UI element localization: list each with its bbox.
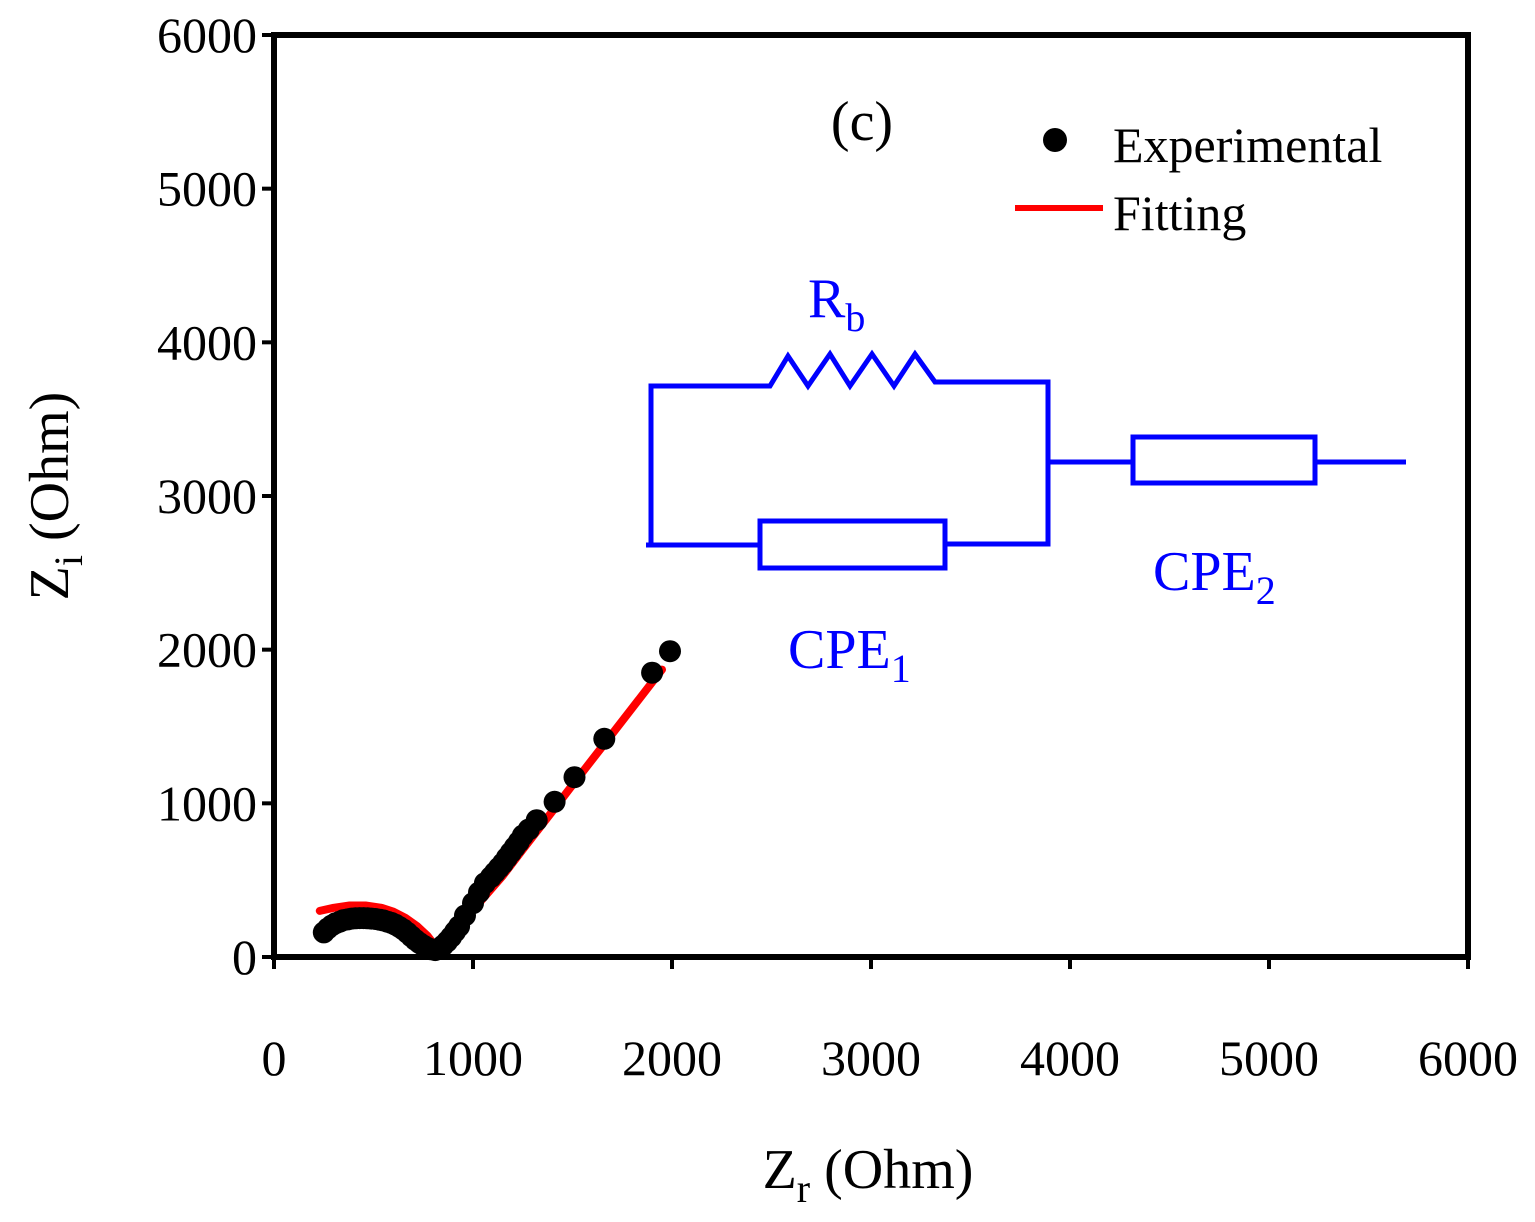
legend-marker-experimental <box>1043 128 1067 152</box>
circuit-top-wire-left <box>648 349 1051 547</box>
rb-label: Rb <box>808 268 865 340</box>
y-tick-label: 3000 <box>157 468 257 524</box>
series-layer <box>312 640 681 962</box>
y-tick-label: 0 <box>232 929 257 985</box>
x-tick-label: 1000 <box>423 1030 523 1086</box>
y-tick-label: 5000 <box>157 161 257 217</box>
y-tick-label: 4000 <box>157 314 257 370</box>
x-tick-label: 0 <box>262 1030 287 1086</box>
plot-frame <box>271 32 1471 960</box>
x-axis-title: Zr (Ohm) <box>763 1139 974 1211</box>
y-tick-label: 1000 <box>157 775 257 831</box>
experimental-point <box>543 790 566 813</box>
legend-label-fitting: Fitting <box>1113 185 1246 241</box>
panel-label: (c) <box>831 91 893 153</box>
fitting-line <box>315 665 666 951</box>
experimental-point <box>525 809 548 832</box>
x-tick-label: 5000 <box>1219 1030 1319 1086</box>
experimental-point <box>593 727 616 750</box>
experimental-point <box>641 661 664 684</box>
x-tick-label: 4000 <box>1020 1030 1120 1086</box>
y-tick-label: 6000 <box>157 7 257 63</box>
axis-ticks <box>262 33 1470 969</box>
legend-label-experimental: Experimental <box>1113 117 1382 173</box>
experimental-point <box>659 640 681 663</box>
legend: Experimental Fitting <box>1015 117 1382 241</box>
y-axis-title: Zi (Ohm) <box>19 392 91 601</box>
x-tick-label: 6000 <box>1418 1030 1518 1086</box>
tick-labels: 0 1000 2000 3000 4000 5000 6000 0 1000 2000 3000 40… <box>157 7 1518 1086</box>
cpe1-element <box>757 518 948 571</box>
x-tick-label: 3000 <box>821 1030 921 1086</box>
equivalent-circuit <box>646 349 1406 571</box>
y-tick-label: 2000 <box>157 622 257 678</box>
experimental-point <box>563 766 586 789</box>
cpe1-label: CPE1 <box>788 619 911 691</box>
cpe2-element <box>1130 434 1318 486</box>
cpe2-label: CPE2 <box>1153 541 1276 613</box>
x-tick-label: 2000 <box>622 1030 722 1086</box>
